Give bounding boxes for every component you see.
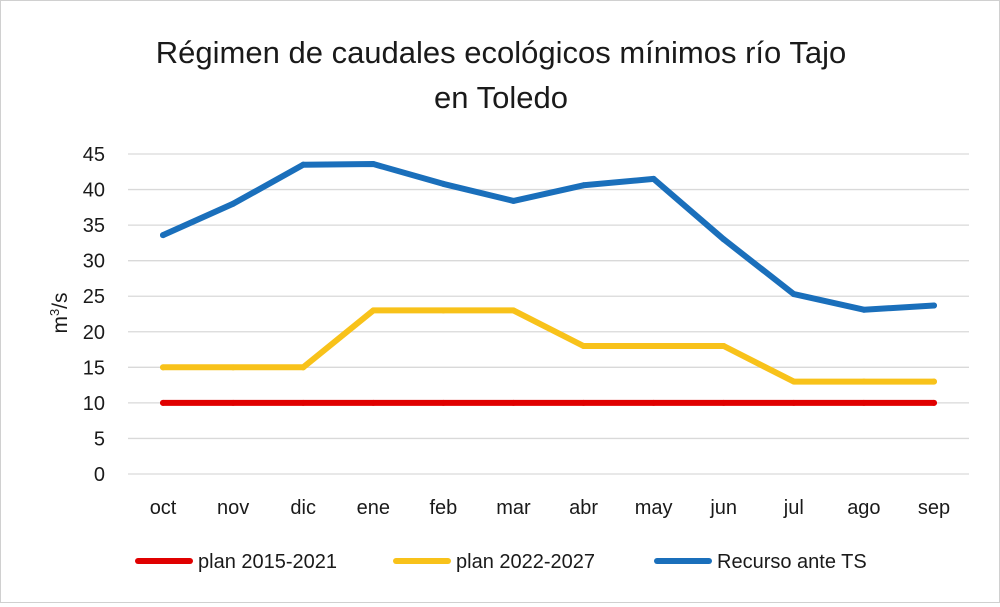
data-point <box>860 399 867 406</box>
legend-label: Recurso ante TS <box>717 551 867 573</box>
x-tick-label: nov <box>217 497 249 519</box>
chart-title-line2: en Toledo <box>434 80 568 115</box>
data-point <box>300 399 307 406</box>
data-point <box>370 399 377 406</box>
x-tick-label: jun <box>709 497 737 519</box>
x-tick-label: sep <box>918 497 950 519</box>
gridlines <box>128 153 969 475</box>
x-tick-label: feb <box>429 497 457 519</box>
data-point <box>720 343 727 349</box>
y-tick-label: 20 <box>83 322 105 344</box>
y-tick-label: 15 <box>83 357 105 379</box>
data-point <box>930 302 937 309</box>
x-tick-label: abr <box>569 497 598 519</box>
y-tick-label: 5 <box>94 428 105 450</box>
series-lines <box>160 160 937 406</box>
data-point <box>650 175 657 182</box>
data-point <box>300 364 307 371</box>
data-point <box>440 180 447 187</box>
y-tick-label: 45 <box>83 144 105 166</box>
data-point <box>160 232 167 239</box>
y-tick-labels: 0 5 10 15 20 25 30 35 40 45 <box>83 144 105 486</box>
x-tick-label: ago <box>847 497 880 519</box>
data-point <box>230 399 237 406</box>
x-tick-label: oct <box>150 497 177 519</box>
data-point <box>650 343 657 349</box>
data-point <box>790 378 797 385</box>
chart-title-line1: Régimen de caudales ecológicos mínimos r… <box>156 35 846 70</box>
data-point <box>160 399 167 406</box>
x-tick-label: dic <box>290 497 316 519</box>
data-point <box>510 197 517 204</box>
y-tick-label: 40 <box>83 180 105 202</box>
data-point <box>230 364 237 371</box>
data-point <box>720 236 727 243</box>
y-axis-label-tail: /s <box>49 292 72 308</box>
data-point <box>860 306 867 313</box>
legend-label: plan 2022-2027 <box>456 551 595 573</box>
data-point <box>370 160 377 167</box>
data-point <box>580 182 587 189</box>
data-point <box>440 307 447 314</box>
x-tick-labels: oct nov dic ene feb mar abr may jun jul ago sep <box>150 497 950 519</box>
y-tick-label: 35 <box>83 215 105 237</box>
y-axis-label: m3/s <box>47 292 72 333</box>
data-point <box>580 343 587 349</box>
data-point <box>860 378 867 385</box>
y-axis-label-base: m <box>49 316 72 334</box>
y-tick-label: 25 <box>83 286 105 308</box>
data-point <box>510 307 517 314</box>
x-tick-label: jul <box>783 497 804 519</box>
data-point <box>160 364 167 371</box>
data-point <box>300 161 307 168</box>
y-tick-label: 30 <box>83 251 105 273</box>
x-tick-label: ene <box>357 497 390 519</box>
data-point <box>790 291 797 298</box>
data-point <box>440 399 447 406</box>
x-tick-label: may <box>635 497 673 519</box>
data-point <box>650 399 657 406</box>
y-tick-label: 10 <box>83 393 105 415</box>
data-point <box>580 399 587 406</box>
data-point <box>230 200 237 207</box>
data-point <box>370 307 377 314</box>
legend: plan 2015-2021 plan 2022-2027 Recurso ante… <box>135 551 867 573</box>
y-tick-label: 0 <box>94 464 105 486</box>
series-line-1 <box>160 307 937 385</box>
data-point <box>720 399 727 406</box>
data-point <box>930 378 937 385</box>
x-tick-label: mar <box>496 497 531 519</box>
data-point <box>790 399 797 406</box>
data-point <box>510 399 517 406</box>
y-axis-label-sup: 3 <box>47 309 62 316</box>
series-line-2 <box>160 161 937 313</box>
data-point <box>930 399 937 406</box>
legend-label: plan 2015-2021 <box>198 551 337 573</box>
